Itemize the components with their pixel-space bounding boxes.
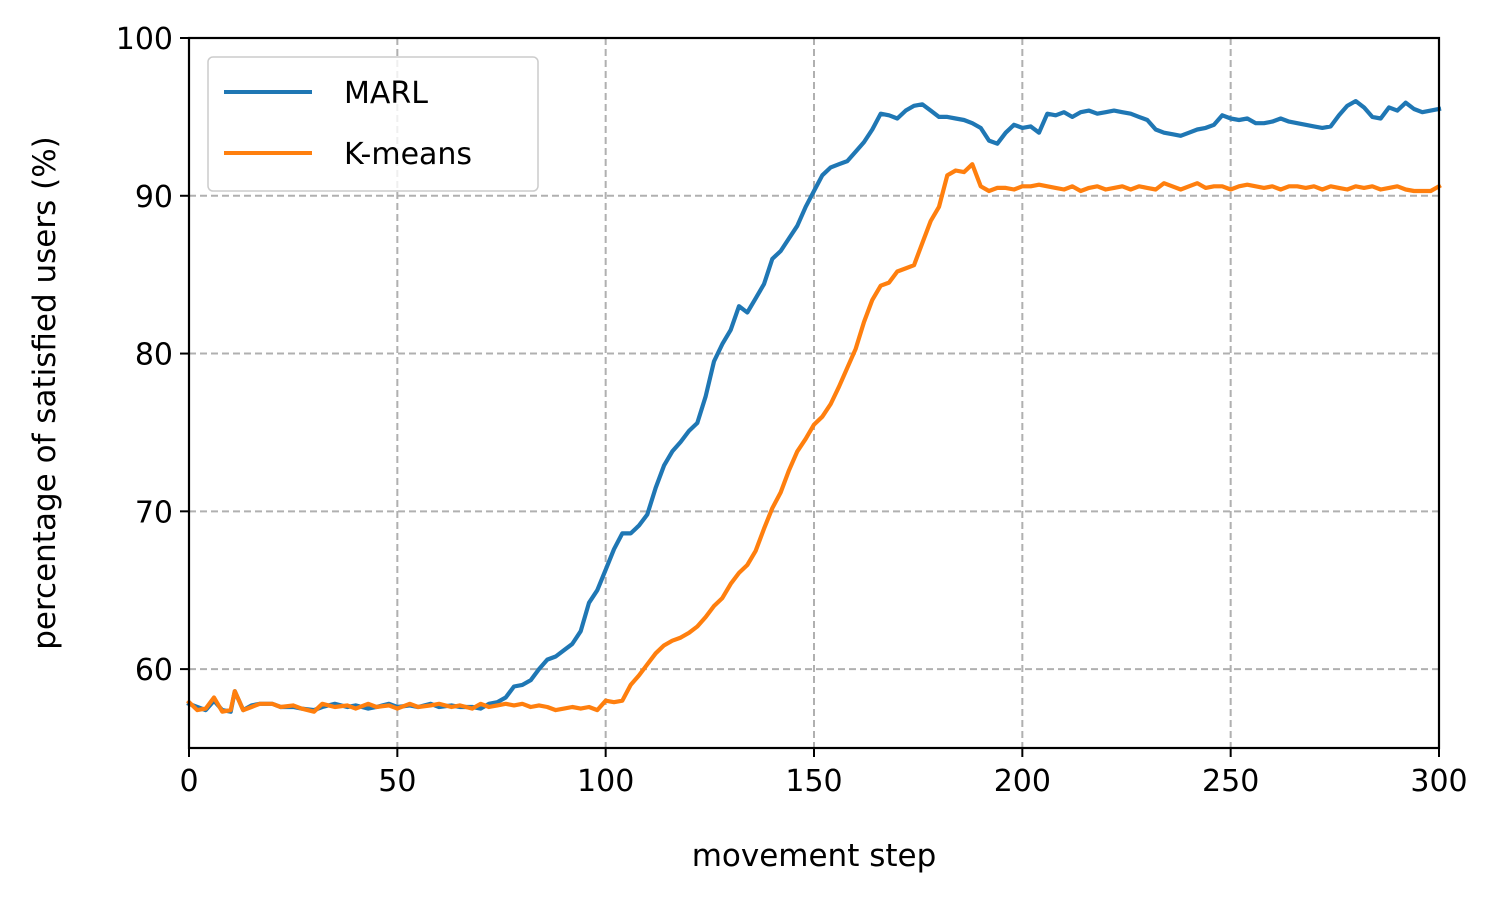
axis-ticks: 0 50 100 150 200 250 300 60 70 80 90 100 (116, 22, 1468, 799)
y-tick-label-80: 80 (135, 338, 173, 373)
x-axis-label: movement step (692, 838, 937, 874)
legend: MARL K-means (207, 56, 539, 192)
y-axis-label: percentage of satisfied users (%) (27, 136, 63, 650)
grid-lines (189, 38, 1439, 748)
y-tick-label-100: 100 (116, 22, 173, 57)
x-tick-label-250: 250 (1202, 764, 1259, 799)
x-tick-label-150: 150 (785, 764, 842, 799)
x-tick-label-300: 300 (1410, 764, 1467, 799)
x-tick-label-200: 200 (994, 764, 1051, 799)
series-lines (186, 99, 1442, 714)
legend-label-k-means: K-means (344, 137, 472, 172)
y-tick-label-90: 90 (135, 180, 173, 215)
legend-label-marl: MARL (344, 76, 428, 111)
x-tick-label-50: 50 (378, 764, 416, 799)
series-line-k-means (186, 162, 1442, 714)
x-tick-label-100: 100 (577, 764, 634, 799)
y-tick-label-60: 60 (135, 653, 173, 688)
x-tick-label-0: 0 (179, 764, 198, 799)
y-tick-label-70: 70 (135, 495, 173, 530)
